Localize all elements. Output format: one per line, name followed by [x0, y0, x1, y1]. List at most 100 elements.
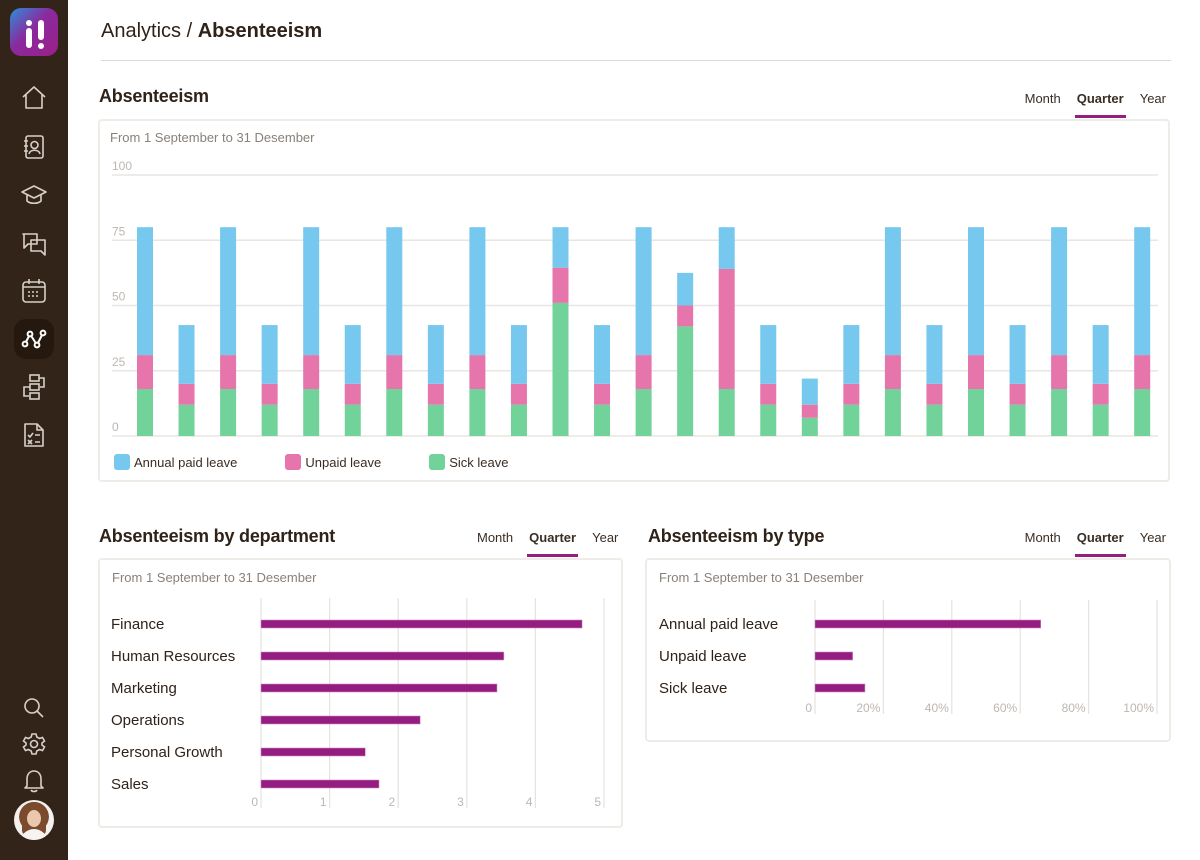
bar-segment-unpaid — [843, 383, 860, 405]
x-tick-label: 5 — [594, 795, 601, 809]
bar-segment-unpaid — [884, 355, 901, 390]
gear-icon — [22, 733, 46, 755]
swatch-annual — [114, 454, 130, 470]
bar-segment-annual — [261, 325, 278, 384]
bar-segment-sick — [635, 389, 652, 436]
tab-quarter[interactable]: Quarter — [1074, 530, 1126, 557]
sidebar-item-search[interactable] — [14, 688, 54, 728]
bar — [260, 715, 421, 725]
bar-segment-annual — [552, 227, 569, 268]
sidebar-item-contacts[interactable] — [14, 127, 54, 167]
bar-segment-annual — [137, 227, 153, 356]
bar-segment-unpaid — [677, 305, 694, 327]
search-icon — [24, 698, 44, 718]
bar-segment-annual — [718, 227, 735, 269]
category-label: Finance — [111, 616, 164, 633]
category-label: Personal Growth — [111, 744, 223, 761]
bar-segment-unpaid — [427, 383, 444, 405]
tab-quarter[interactable]: Quarter — [527, 530, 579, 557]
sidebar-item-settings[interactable] — [14, 724, 54, 764]
bar-segment-sick — [510, 404, 527, 436]
bar-segment-sick — [760, 404, 777, 436]
bar-segment-unpaid — [510, 383, 527, 405]
tab-month[interactable]: Month — [477, 530, 514, 545]
bar-segment-unpaid — [137, 355, 153, 390]
tab-year[interactable]: Year — [1139, 530, 1166, 545]
department-card: From 1 September to 31 Desember 0 1 2 3 4 5 Fi… — [98, 558, 623, 828]
category-label: Operations — [111, 712, 184, 729]
x-tick-label: 40% — [925, 701, 949, 715]
breadcrumb-parent[interactable]: Analytics — [101, 20, 182, 42]
y-tick-label: 0 — [112, 420, 119, 434]
legend-annual[interactable]: Annual paid leave — [114, 454, 237, 470]
bar-segment-sick — [1092, 404, 1109, 436]
x-tick-label: 0 — [805, 701, 812, 715]
breadcrumb: Analytics / Absenteeism — [101, 20, 323, 42]
tab-year[interactable]: Year — [1139, 91, 1166, 106]
category-label: Sick leave — [659, 680, 727, 697]
bar — [814, 651, 853, 661]
bar-segment-annual — [510, 325, 527, 384]
absenteeism-title: Absenteeism — [99, 86, 209, 106]
sidebar — [0, 0, 68, 860]
bell-icon — [24, 770, 44, 793]
bar — [260, 747, 366, 757]
sidebar-item-workflows[interactable] — [14, 367, 54, 407]
y-tick-label: 25 — [112, 355, 126, 369]
bar-segment-sick — [552, 302, 569, 436]
date-range: From 1 September to 31 Desember — [112, 570, 317, 585]
category-label: Annual paid leave — [659, 616, 778, 633]
bar-segment-unpaid — [718, 268, 735, 390]
bar-segment-annual — [1092, 325, 1109, 384]
tab-quarter[interactable]: Quarter — [1074, 91, 1126, 118]
bar-segment-unpaid — [1092, 383, 1109, 405]
bar-segment-annual — [1134, 227, 1151, 356]
bar-segment-annual — [1051, 227, 1068, 356]
bar-segment-annual — [635, 227, 652, 356]
tab-month[interactable]: Month — [1024, 91, 1061, 106]
bar — [260, 779, 380, 789]
type-period-tabs: Month Quarter Year — [1009, 530, 1166, 557]
bar-segment-unpaid — [760, 383, 777, 405]
sidebar-item-learning[interactable] — [14, 175, 54, 215]
x-tick-label: 80% — [1062, 701, 1086, 715]
sidebar-item-chat[interactable] — [14, 223, 54, 263]
x-tick-label: 20% — [856, 701, 880, 715]
tab-month[interactable]: Month — [1024, 530, 1061, 545]
y-tick-label: 100 — [112, 159, 132, 173]
date-range: From 1 September to 31 Desember — [659, 570, 864, 585]
bar-segment-annual — [926, 325, 943, 384]
sidebar-item-home[interactable] — [14, 78, 54, 118]
chart-legend: Annual paid leave Unpaid leave Sick leav… — [114, 454, 557, 470]
breadcrumb-current: Absenteeism — [197, 20, 323, 42]
bar-segment-unpaid — [594, 383, 611, 405]
absenteeism-card: From 1 September to 31 Desember 0 25 50 75 1… — [98, 119, 1170, 482]
bar-segment-annual — [303, 227, 320, 356]
app-logo[interactable] — [10, 8, 58, 56]
bar-segment-sick — [344, 404, 361, 436]
bar-segment-unpaid — [552, 267, 569, 303]
sidebar-item-tasks[interactable] — [14, 415, 54, 455]
x-tick-label: 3 — [457, 795, 464, 809]
tab-year[interactable]: Year — [592, 530, 619, 545]
category-label: Unpaid leave — [659, 648, 747, 665]
swatch-sick — [429, 454, 446, 470]
type-bar-chart: 0 20% 40% 60% 80% 100% Annual paid leave Unpaid… — [659, 600, 1158, 715]
sidebar-item-analytics[interactable] — [14, 319, 54, 359]
sidebar-item-calendar[interactable] — [14, 271, 54, 311]
chat-bubbles-icon — [22, 233, 46, 256]
user-avatar[interactable] — [14, 800, 54, 840]
x-tick-label: 100% — [1123, 701, 1154, 715]
bar-segment-annual — [469, 227, 486, 356]
legend-sick[interactable]: Sick leave — [429, 454, 509, 470]
legend-unpaid[interactable]: Unpaid leave — [285, 454, 381, 470]
bar — [260, 683, 498, 693]
bar-segment-unpaid — [344, 383, 361, 405]
category-label: Sales — [111, 776, 149, 793]
sidebar-item-notifications[interactable] — [14, 760, 54, 800]
bar-segment-sick — [1009, 404, 1026, 436]
type-card: From 1 September to 31 Desember 0 20% 40% 6… — [645, 558, 1171, 742]
bar — [260, 651, 505, 661]
bar-segment-sick — [1134, 389, 1151, 436]
bar-segment-sick — [1051, 389, 1068, 436]
